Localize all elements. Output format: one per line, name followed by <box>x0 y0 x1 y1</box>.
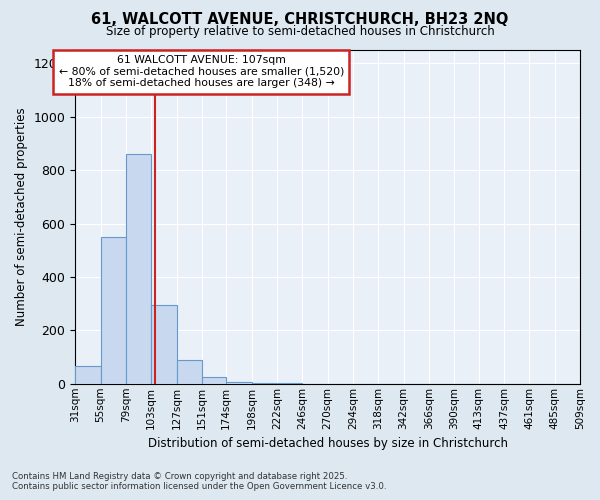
Bar <box>251 383 277 384</box>
Bar <box>101 237 126 384</box>
Bar <box>176 360 202 384</box>
Bar <box>126 154 151 384</box>
Y-axis label: Number of semi-detached properties: Number of semi-detached properties <box>15 108 28 326</box>
Text: 61 WALCOTT AVENUE: 107sqm
← 80% of semi-detached houses are smaller (1,520)
18% : 61 WALCOTT AVENUE: 107sqm ← 80% of semi-… <box>59 55 344 88</box>
Bar <box>75 366 101 384</box>
Text: Size of property relative to semi-detached houses in Christchurch: Size of property relative to semi-detach… <box>106 25 494 38</box>
Text: Contains HM Land Registry data © Crown copyright and database right 2025.
Contai: Contains HM Land Registry data © Crown c… <box>12 472 386 491</box>
Bar <box>151 305 176 384</box>
X-axis label: Distribution of semi-detached houses by size in Christchurch: Distribution of semi-detached houses by … <box>148 437 508 450</box>
Text: 61, WALCOTT AVENUE, CHRISTCHURCH, BH23 2NQ: 61, WALCOTT AVENUE, CHRISTCHURCH, BH23 2… <box>91 12 509 28</box>
Bar <box>226 382 251 384</box>
Bar <box>202 376 226 384</box>
